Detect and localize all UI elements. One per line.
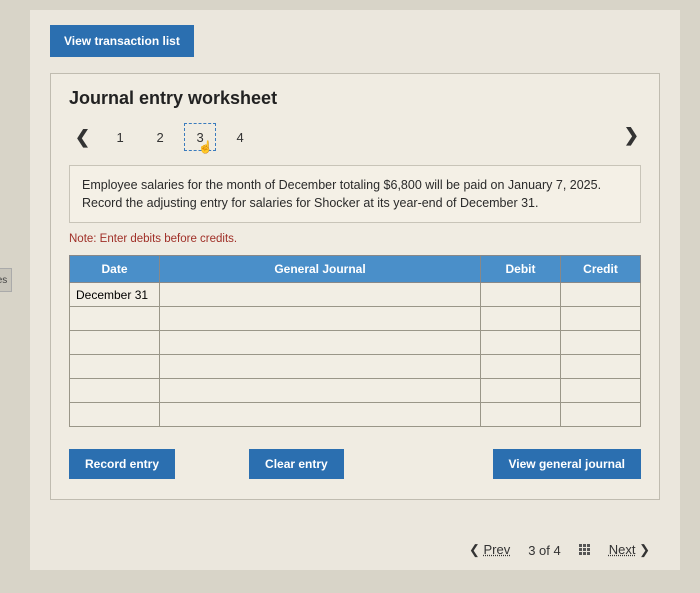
next-button[interactable]: Next ❯ bbox=[609, 542, 650, 558]
worksheet-title: Journal entry worksheet bbox=[69, 88, 641, 109]
table-row bbox=[70, 403, 641, 427]
action-row: Record entry Clear entry View general jo… bbox=[69, 449, 641, 479]
cell-debit[interactable] bbox=[481, 307, 561, 331]
grid-icon[interactable] bbox=[579, 544, 591, 556]
next-label: Next bbox=[609, 542, 636, 557]
cell-general-journal[interactable] bbox=[160, 307, 481, 331]
step-nav-row: ❮ 1 2 3 ☝ 4 ❯ bbox=[69, 123, 641, 151]
footer-pagination: ❮ Prev 3 of 4 Next ❯ bbox=[469, 542, 650, 558]
header-credit: Credit bbox=[561, 256, 641, 283]
chevron-left-icon[interactable]: ❮ bbox=[69, 127, 96, 148]
cell-debit[interactable] bbox=[481, 379, 561, 403]
prev-button[interactable]: ❮ Prev bbox=[469, 542, 510, 558]
cell-general-journal[interactable] bbox=[160, 403, 481, 427]
header-debit: Debit bbox=[481, 256, 561, 283]
table-row: December 31 bbox=[70, 283, 641, 307]
cell-debit[interactable] bbox=[481, 283, 561, 307]
table-row bbox=[70, 355, 641, 379]
table-row bbox=[70, 307, 641, 331]
cell-date[interactable] bbox=[70, 355, 160, 379]
cell-general-journal[interactable] bbox=[160, 331, 481, 355]
cell-credit[interactable] bbox=[561, 403, 641, 427]
page-position: 3 of 4 bbox=[528, 543, 561, 558]
instruction-text: Employee salaries for the month of Decem… bbox=[69, 165, 641, 223]
chevron-right-icon[interactable]: ❯ bbox=[618, 125, 645, 146]
cell-date[interactable] bbox=[70, 307, 160, 331]
view-transaction-list-button[interactable]: View transaction list bbox=[50, 25, 194, 57]
step-1[interactable]: 1 bbox=[104, 123, 136, 151]
step-3[interactable]: 3 ☝ bbox=[184, 123, 216, 151]
cell-debit[interactable] bbox=[481, 403, 561, 427]
journal-worksheet-card: Journal entry worksheet ❮ 1 2 3 ☝ 4 ❯ Em… bbox=[50, 73, 660, 500]
cell-credit[interactable] bbox=[561, 379, 641, 403]
header-general-journal: General Journal bbox=[160, 256, 481, 283]
cell-credit[interactable] bbox=[561, 307, 641, 331]
page-container: View transaction list Journal entry work… bbox=[30, 10, 680, 570]
cell-date[interactable] bbox=[70, 331, 160, 355]
chevron-right-icon: ❯ bbox=[639, 542, 650, 557]
left-sidebar-tab[interactable]: es bbox=[0, 268, 12, 292]
cell-debit[interactable] bbox=[481, 331, 561, 355]
view-general-journal-button[interactable]: View general journal bbox=[493, 449, 641, 479]
chevron-left-icon: ❮ bbox=[469, 542, 480, 557]
step-2[interactable]: 2 bbox=[144, 123, 176, 151]
step-4[interactable]: 4 bbox=[224, 123, 256, 151]
cell-date[interactable] bbox=[70, 379, 160, 403]
cell-general-journal[interactable] bbox=[160, 283, 481, 307]
cursor-icon: ☝ bbox=[198, 140, 213, 154]
cell-debit[interactable] bbox=[481, 355, 561, 379]
clear-entry-button[interactable]: Clear entry bbox=[249, 449, 344, 479]
record-entry-button[interactable]: Record entry bbox=[69, 449, 175, 479]
cell-date[interactable] bbox=[70, 403, 160, 427]
cell-credit[interactable] bbox=[561, 355, 641, 379]
cell-credit[interactable] bbox=[561, 283, 641, 307]
cell-general-journal[interactable] bbox=[160, 379, 481, 403]
note-text: Note: Enter debits before credits. bbox=[69, 233, 641, 245]
cell-general-journal[interactable] bbox=[160, 355, 481, 379]
prev-label: Prev bbox=[483, 542, 510, 557]
table-row bbox=[70, 331, 641, 355]
journal-table: Date General Journal Debit Credit Decemb… bbox=[69, 255, 641, 427]
table-row bbox=[70, 379, 641, 403]
cell-date[interactable]: December 31 bbox=[70, 283, 160, 307]
header-date: Date bbox=[70, 256, 160, 283]
cell-credit[interactable] bbox=[561, 331, 641, 355]
